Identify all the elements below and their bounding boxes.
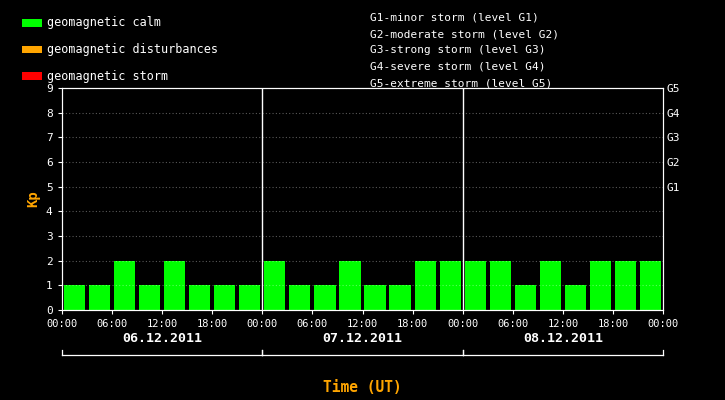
Bar (590, 261, 611, 310)
Text: G2-moderate storm (level G2): G2-moderate storm (level G2) (370, 29, 559, 39)
Text: G5-extreme storm (level G5): G5-extreme storm (level G5) (370, 78, 552, 88)
FancyBboxPatch shape (22, 19, 41, 27)
Bar (164, 261, 185, 310)
Text: G1-minor storm (level G1): G1-minor storm (level G1) (370, 13, 539, 23)
Bar (439, 261, 461, 310)
Bar (365, 285, 386, 310)
Bar (314, 285, 336, 310)
Text: G4-severe storm (level G4): G4-severe storm (level G4) (370, 62, 545, 72)
Bar (339, 261, 360, 310)
Bar (64, 285, 85, 310)
Bar (289, 285, 310, 310)
Text: geomagnetic disturbances: geomagnetic disturbances (47, 43, 218, 56)
Bar (465, 261, 486, 310)
Bar (88, 285, 110, 310)
Bar (189, 285, 210, 310)
Bar (389, 285, 411, 310)
Bar (114, 261, 135, 310)
Text: 07.12.2011: 07.12.2011 (323, 332, 402, 344)
Text: G3-strong storm (level G3): G3-strong storm (level G3) (370, 46, 545, 56)
Text: geomagnetic storm: geomagnetic storm (47, 70, 168, 83)
Bar (239, 285, 260, 310)
Bar (264, 261, 286, 310)
Text: 08.12.2011: 08.12.2011 (523, 332, 603, 344)
Text: geomagnetic calm: geomagnetic calm (47, 16, 161, 30)
Bar (640, 261, 661, 310)
Bar (138, 285, 160, 310)
Bar (415, 261, 436, 310)
FancyBboxPatch shape (22, 46, 41, 54)
Text: 06.12.2011: 06.12.2011 (122, 332, 202, 344)
Y-axis label: Kp: Kp (26, 191, 41, 207)
Bar (540, 261, 561, 310)
FancyBboxPatch shape (22, 72, 41, 80)
Bar (214, 285, 235, 310)
Bar (515, 285, 536, 310)
Text: Time (UT): Time (UT) (323, 380, 402, 396)
Bar (615, 261, 637, 310)
Bar (490, 261, 511, 310)
Bar (565, 285, 587, 310)
